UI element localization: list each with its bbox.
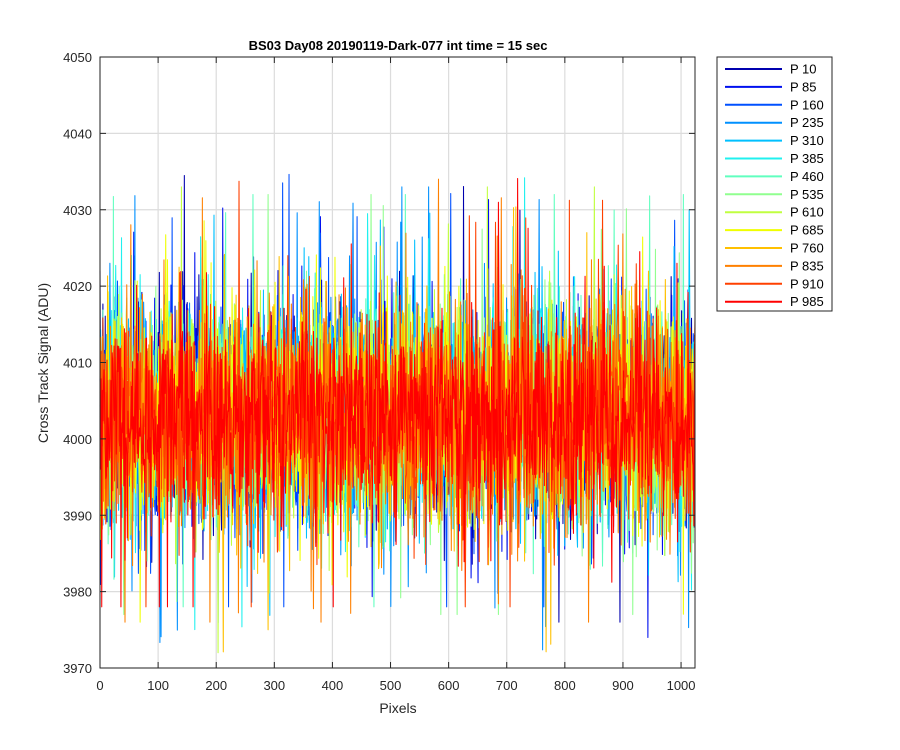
x-tick-label: 500 [380,678,402,693]
x-tick-label: 300 [263,678,285,693]
series-layer [99,173,696,654]
y-tick-label: 4040 [63,126,92,141]
y-tick-label: 3970 [63,661,92,676]
x-tick-label: 0 [96,678,103,693]
y-axis-label: Cross Track Signal (ADU) [35,283,51,443]
legend: P 10 P 85 P 160 P 235 P 310 P 385 P 460 P 535 P … [716,56,833,312]
legend-label: P 835 [790,258,824,273]
legend-label: P 910 [790,276,824,291]
legend-label: P 10 [790,62,817,77]
legend-label: P 610 [790,205,824,220]
y-tick-labels: 3970 3980 3990 4000 4010 4020 4030 4040 4050 [63,50,92,676]
y-tick-label: 4020 [63,279,92,294]
x-tick-label: 400 [322,678,344,693]
ticks [99,56,695,669]
y-tick-label: 4050 [63,50,92,65]
legend-label: P 535 [790,187,824,202]
series-line-p-985 [99,177,696,608]
x-tick-label: 900 [612,678,634,693]
y-tick-label: 3980 [63,585,92,600]
legend-label: P 310 [790,133,824,148]
x-tick-label: 800 [554,678,576,693]
x-tick-label: 700 [496,678,518,693]
legend-label: P 985 [790,294,824,309]
y-tick-label: 3990 [63,508,92,523]
legend-label: P 685 [790,223,824,238]
y-tick-label: 4010 [63,356,92,371]
x-axis-label: Pixels [379,700,416,716]
legend-label: P 235 [790,115,824,130]
x-tick-label: 100 [147,678,169,693]
x-tick-label: 200 [205,678,227,693]
x-tick-label: 600 [438,678,460,693]
legend-label: P 760 [790,241,824,256]
legend-label: P 460 [790,169,824,184]
x-tick-labels: 0 100 200 300 400 500 600 700 800 900 1000 [96,678,695,693]
legend-label: P 385 [790,151,824,166]
legend-box [716,56,833,312]
y-tick-label: 4030 [63,203,92,218]
legend-label: P 85 [790,79,817,94]
chart-title: BS03 Day08 20190119-Dark-077 int time = … [249,38,548,53]
x-tick-label: 1000 [667,678,696,693]
legend-label: P 160 [790,97,824,112]
y-tick-label: 4000 [63,432,92,447]
